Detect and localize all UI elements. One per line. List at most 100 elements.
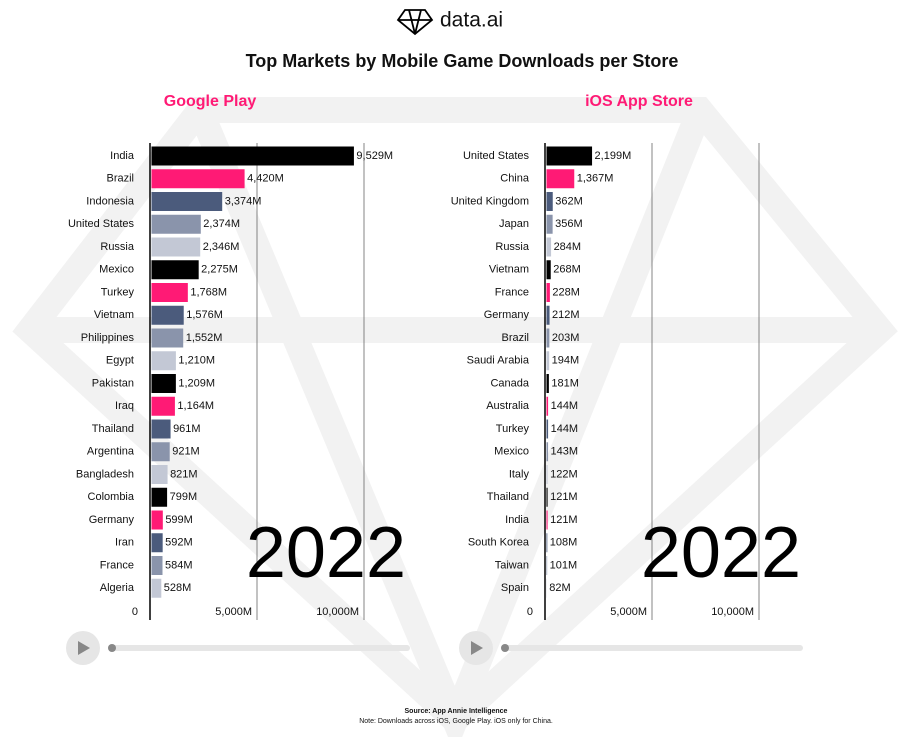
value-label: 1,210M bbox=[178, 355, 215, 367]
bar bbox=[151, 146, 354, 166]
bar bbox=[151, 283, 188, 302]
slider-track[interactable] bbox=[110, 645, 410, 651]
y-tick-label: Saudi Arabia bbox=[467, 355, 530, 367]
y-tick-label: Brazil bbox=[106, 173, 134, 185]
slider-handle[interactable] bbox=[501, 644, 509, 652]
bar bbox=[546, 510, 548, 530]
value-label: 2,346M bbox=[203, 241, 240, 253]
value-label: 3,374M bbox=[225, 195, 262, 207]
y-tick-label: Bangladesh bbox=[76, 468, 134, 480]
y-tick-label: Mexico bbox=[494, 446, 529, 458]
value-label: 1,552M bbox=[186, 332, 223, 344]
value-label: 228M bbox=[552, 286, 580, 298]
y-tick-label: Iran bbox=[115, 537, 134, 549]
bar bbox=[151, 465, 168, 484]
year-label: 2022 bbox=[246, 513, 406, 593]
bar bbox=[546, 146, 593, 166]
value-label: 1,164M bbox=[177, 400, 214, 412]
y-tick-label: Thailand bbox=[92, 423, 134, 435]
value-label: 2,374M bbox=[203, 218, 240, 230]
y-tick-label: Japan bbox=[499, 218, 529, 230]
bar bbox=[151, 328, 184, 348]
bar bbox=[151, 214, 201, 234]
bar bbox=[546, 533, 548, 553]
y-tick-label: Russia bbox=[100, 241, 135, 253]
y-tick-label: France bbox=[100, 559, 134, 571]
value-label: 584M bbox=[165, 559, 193, 571]
bar bbox=[151, 260, 199, 280]
value-label: 356M bbox=[555, 218, 583, 230]
bar bbox=[151, 578, 162, 598]
value-label: 1,367M bbox=[577, 173, 614, 185]
value-label: 144M bbox=[551, 400, 579, 412]
slider-handle[interactable] bbox=[108, 644, 116, 652]
y-tick-label: Thailand bbox=[487, 491, 529, 503]
y-tick-label: South Korea bbox=[468, 537, 530, 549]
value-label: 1,768M bbox=[190, 286, 227, 298]
value-label: 101M bbox=[550, 559, 578, 571]
x-tick-label: 10,000M bbox=[711, 606, 754, 618]
value-label: 284M bbox=[554, 241, 582, 253]
bar bbox=[151, 487, 168, 507]
y-tick-label: Colombia bbox=[88, 491, 135, 503]
bar bbox=[151, 374, 176, 393]
value-label: 212M bbox=[552, 309, 580, 321]
y-tick-label: Spain bbox=[501, 582, 529, 594]
year-label: 2022 bbox=[641, 513, 801, 593]
y-tick-label: Philippines bbox=[81, 332, 135, 344]
value-label: 921M bbox=[172, 446, 200, 458]
panel-title: iOS App Store bbox=[585, 93, 693, 110]
y-tick-label: United States bbox=[463, 150, 530, 162]
bar bbox=[151, 305, 184, 325]
y-tick-label: Indonesia bbox=[86, 195, 135, 207]
player[interactable] bbox=[459, 631, 803, 665]
value-label: 599M bbox=[165, 514, 193, 526]
value-label: 194M bbox=[552, 355, 580, 367]
y-tick-label: Egypt bbox=[106, 355, 134, 367]
x-tick-label: 5,000M bbox=[610, 606, 647, 618]
y-tick-label: United States bbox=[68, 218, 135, 230]
value-label: 203M bbox=[552, 332, 580, 344]
value-label: 82M bbox=[549, 582, 570, 594]
y-tick-label: Vietnam bbox=[489, 264, 529, 276]
value-label: 1,209M bbox=[178, 377, 215, 389]
bar bbox=[546, 214, 553, 234]
value-label: 961M bbox=[173, 423, 201, 435]
play-icon bbox=[471, 641, 483, 655]
y-tick-label: Turkey bbox=[496, 423, 530, 435]
y-tick-label: Canada bbox=[490, 377, 529, 389]
value-label: 528M bbox=[164, 582, 192, 594]
bar bbox=[546, 396, 549, 416]
value-label: 1,576M bbox=[186, 309, 223, 321]
y-tick-label: Pakistan bbox=[92, 377, 134, 389]
y-tick-label: Argentina bbox=[87, 446, 135, 458]
logo-icon bbox=[396, 9, 434, 36]
bar bbox=[151, 237, 201, 257]
logo: data.ai bbox=[440, 9, 503, 32]
value-label: 362M bbox=[555, 195, 583, 207]
bar bbox=[546, 556, 548, 575]
y-tick-label: France bbox=[495, 286, 529, 298]
play-icon bbox=[78, 641, 90, 655]
chart-title: Top Markets by Mobile Game Downloads per… bbox=[246, 51, 679, 71]
y-tick-label: Germany bbox=[89, 514, 135, 526]
bar bbox=[546, 487, 548, 507]
bar bbox=[151, 192, 223, 211]
bar bbox=[546, 237, 552, 257]
x-tick-label: 5,000M bbox=[215, 606, 252, 618]
source: Source: App Annie Intelligence bbox=[405, 708, 508, 715]
bar bbox=[151, 396, 175, 416]
slider-track[interactable] bbox=[503, 645, 803, 651]
value-label: 181M bbox=[551, 377, 579, 389]
y-tick-label: Taiwan bbox=[495, 559, 529, 571]
value-label: 2,199M bbox=[595, 150, 632, 162]
value-label: 121M bbox=[550, 491, 578, 503]
bar bbox=[546, 169, 575, 189]
y-tick-label: Germany bbox=[484, 309, 530, 321]
value-label: 122M bbox=[550, 468, 578, 480]
y-tick-label: United Kingdom bbox=[451, 195, 529, 207]
bar bbox=[151, 556, 163, 575]
y-tick-label: Australia bbox=[486, 400, 530, 412]
player[interactable] bbox=[66, 631, 410, 665]
